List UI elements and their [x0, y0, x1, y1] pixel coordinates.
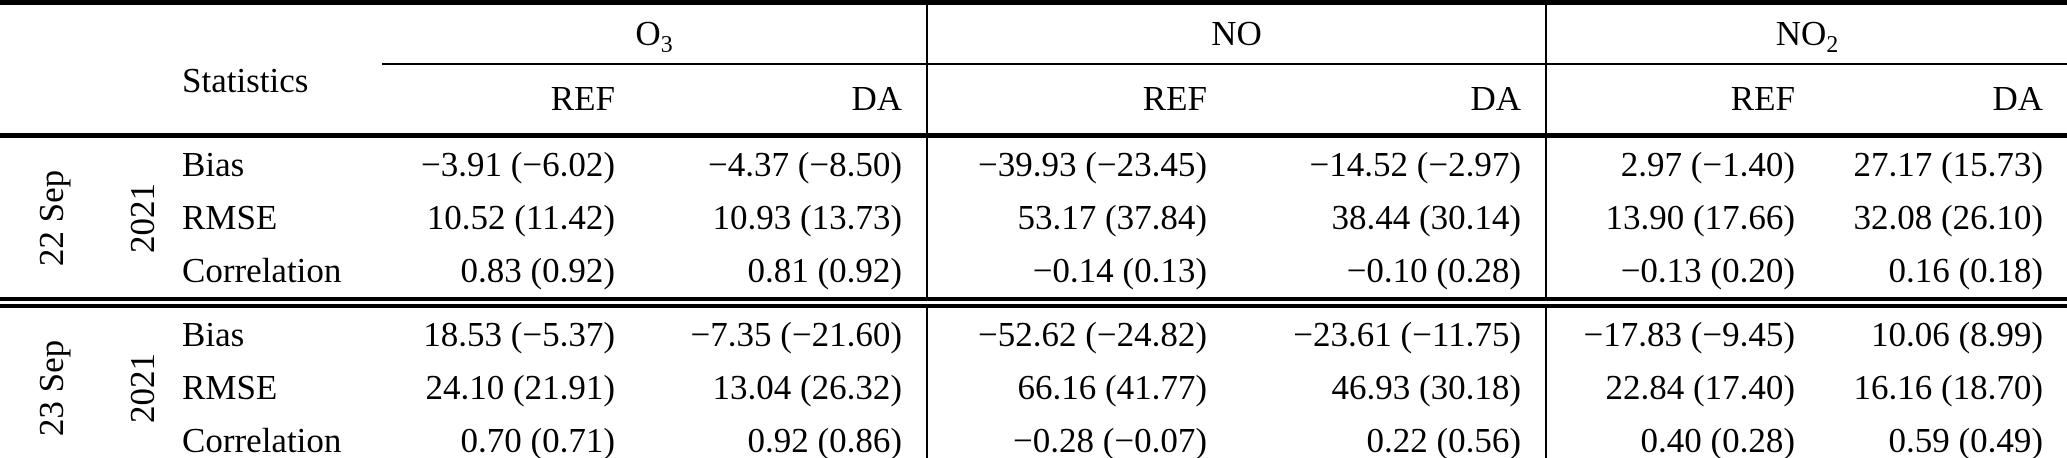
- col-header-no-ref: REF: [927, 64, 1231, 138]
- date-year-label: 2021: [105, 303, 180, 458]
- value-cell: −17.83 (−9.45): [1583, 314, 1795, 354]
- value-cell: 10.52 (11.42): [426, 197, 615, 237]
- value-cell: 53.17 (37.84): [1017, 197, 1207, 237]
- group-header-no: NO: [927, 2, 1547, 65]
- value-cell: −3.91 (−6.02): [420, 144, 615, 184]
- value-cell: 0.59 (0.49): [1888, 420, 2043, 458]
- value-cell: −0.13 (0.20): [1620, 250, 1795, 290]
- col-header-no2-ref: REF: [1546, 64, 1819, 138]
- value-cell: −0.14 (0.13): [1032, 250, 1207, 290]
- value-cell: 32.08 (26.10): [1853, 197, 2043, 237]
- value-cell: 0.81 (0.92): [639, 244, 928, 303]
- value-cell: 18.53 (−5.37): [423, 314, 615, 354]
- group-header-o3: O3: [382, 2, 928, 65]
- value-cell: 13.90 (17.66): [1605, 197, 1795, 237]
- value-cell: −0.10 (0.28): [1231, 244, 1547, 303]
- value-cell: 38.44 (30.14): [1231, 191, 1547, 244]
- group-sub-no2: 2: [1826, 31, 1839, 58]
- statistics-header: Statistics: [180, 2, 382, 138]
- value-cell: 2.97 (−1.40): [1620, 144, 1795, 184]
- value-cell: 46.93 (30.18): [1231, 361, 1547, 414]
- value-cell: 0.83 (0.92): [460, 250, 615, 290]
- group-sub-o3: 3: [660, 31, 673, 58]
- value-cell: 66.16 (41.77): [1017, 367, 1207, 407]
- value-cell: 24.10 (21.91): [425, 367, 615, 407]
- value-cell: 10.93 (13.73): [639, 191, 928, 244]
- rotated-date-day: 23 Sep: [32, 339, 72, 436]
- stat-label: RMSE: [182, 367, 278, 407]
- table-row: RMSE 10.52 (11.42) 10.93 (13.73) 53.17 (…: [0, 191, 2067, 244]
- value-cell: 0.40 (0.28): [1640, 420, 1795, 458]
- value-cell: −23.61 (−11.75): [1231, 302, 1547, 361]
- stat-label: RMSE: [182, 197, 278, 237]
- table-row: RMSE 24.10 (21.91) 13.04 (26.32) 66.16 (…: [0, 361, 2067, 414]
- block-22-sep: 22 Sep 2021 Bias −3.91 (−6.02) −4.37 (−8…: [0, 135, 2067, 303]
- value-cell: 0.70 (0.71): [460, 420, 615, 458]
- date-day-label: 22 Sep: [0, 136, 105, 303]
- corner-cell: [0, 2, 180, 138]
- stat-label: Bias: [182, 314, 245, 354]
- value-cell: 0.16 (0.18): [1888, 250, 2043, 290]
- block-23-sep: 23 Sep 2021 Bias 18.53 (−5.37) −7.35 (−2…: [0, 302, 2067, 458]
- value-cell: −39.93 (−23.45): [977, 144, 1207, 184]
- table-row: 22 Sep 2021 Bias −3.91 (−6.02) −4.37 (−8…: [0, 135, 2067, 266]
- value-cell: −4.37 (−8.50): [639, 135, 928, 191]
- date-day-label: 23 Sep: [0, 303, 105, 458]
- table-row: 23 Sep 2021 Bias 18.53 (−5.37) −7.35 (−2…: [0, 302, 2067, 436]
- value-cell: 27.17 (15.73): [1853, 144, 2043, 184]
- col-header-no2-da: DA: [1819, 64, 2067, 138]
- group-label-o3: O: [635, 14, 661, 53]
- value-cell: 0.22 (0.56): [1231, 414, 1547, 458]
- rotated-date-year: 2021: [122, 182, 162, 253]
- rotated-date-day: 22 Sep: [32, 169, 72, 266]
- group-header-no2: NO2: [1546, 2, 2067, 65]
- subheader-row: REF DA REF DA REF DA: [0, 64, 2067, 138]
- value-cell: −0.28 (−0.07): [1012, 420, 1207, 458]
- value-cell: −7.35 (−21.60): [639, 302, 928, 361]
- value-cell: 22.84 (17.40): [1605, 367, 1795, 407]
- col-header-o3-da: DA: [639, 64, 928, 138]
- value-cell: −52.62 (−24.82): [977, 314, 1207, 354]
- stat-label: Correlation: [182, 420, 342, 458]
- value-cell: 13.04 (26.32): [639, 361, 928, 414]
- value-cell: 0.92 (0.86): [639, 414, 928, 458]
- col-header-no-da: DA: [1231, 64, 1547, 138]
- value-cell: −14.52 (−2.97): [1231, 135, 1547, 191]
- value-cell: 16.16 (18.70): [1853, 367, 2043, 407]
- value-cell: 10.06 (8.99): [1870, 314, 2043, 354]
- group-header-row: Statistics O3 NO NO2: [0, 2, 2067, 138]
- table-row: Correlation 0.83 (0.92) 0.81 (0.92) −0.1…: [0, 244, 2067, 303]
- col-header-o3-ref: REF: [382, 64, 639, 138]
- group-label-no2: NO: [1775, 14, 1827, 53]
- stat-label: Bias: [182, 144, 245, 184]
- group-label-no: NO: [1211, 14, 1262, 53]
- rotated-date-year: 2021: [122, 352, 162, 423]
- stat-label: Correlation: [182, 250, 342, 290]
- table-row: Correlation 0.70 (0.71) 0.92 (0.86) −0.2…: [0, 414, 2067, 458]
- date-year-label: 2021: [105, 136, 180, 303]
